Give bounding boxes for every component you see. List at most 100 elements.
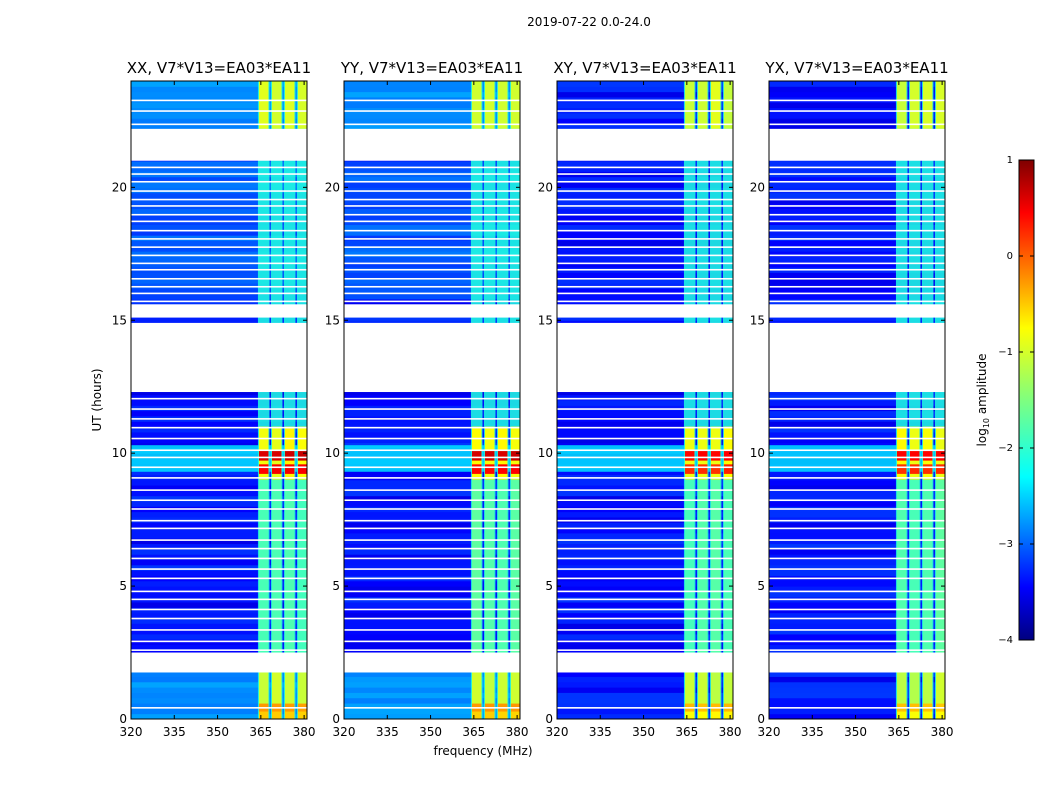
heatmap-row <box>131 213 307 220</box>
heatmap-row <box>131 479 307 486</box>
flag-line <box>131 707 307 709</box>
colorbar-label: log10 amplitude <box>975 354 991 447</box>
flag-line <box>769 539 945 541</box>
heatmap-row <box>344 559 520 566</box>
heatmap-row <box>131 86 307 93</box>
flag-line <box>344 557 520 560</box>
flag-line <box>557 166 733 169</box>
flag-line <box>344 519 520 522</box>
flag-line <box>344 477 520 479</box>
flag-line <box>557 285 733 288</box>
heatmap-row <box>769 112 945 119</box>
rfi-segment <box>935 81 945 129</box>
rfi-band <box>709 81 722 719</box>
hot-spot <box>896 464 907 474</box>
heatmap-row <box>557 394 733 401</box>
y-tick-label: 15 <box>538 313 553 327</box>
flag-line <box>769 123 945 126</box>
flag-line <box>557 408 733 410</box>
y-tick-label: 0 <box>332 712 340 726</box>
rfi-band <box>470 81 483 719</box>
hot-spot <box>935 464 945 474</box>
heatmap-row <box>557 495 733 502</box>
heatmap-row <box>557 421 733 428</box>
heatmap-row <box>131 197 307 204</box>
heatmap-row <box>344 490 520 497</box>
heatmap-row <box>769 277 945 284</box>
data-gap <box>131 304 307 318</box>
heatmap-row <box>131 240 307 247</box>
flag-line <box>769 110 945 112</box>
flag-line <box>557 268 733 271</box>
heatmap-row <box>131 671 307 677</box>
heatmap-row <box>557 617 733 624</box>
heatmap-row <box>131 400 307 406</box>
heatmap-row <box>344 692 520 699</box>
heatmap-row <box>131 559 307 566</box>
flag-line <box>344 254 520 257</box>
heatmap-row <box>557 256 733 263</box>
heatmap-row <box>769 283 945 289</box>
flag-line <box>557 277 733 280</box>
flag-line <box>557 547 733 550</box>
panel-title: XY, V7*V13=EA03*EA11 <box>553 59 736 77</box>
rfi-segment <box>297 81 307 129</box>
data-gap <box>557 304 733 318</box>
heatmap-row <box>344 580 520 587</box>
colorbar-tick-label: 0 <box>1007 251 1013 262</box>
x-tick-label: 320 <box>758 725 781 739</box>
flag-line <box>557 640 733 643</box>
flag-line <box>769 629 945 631</box>
hot-spot <box>922 451 933 461</box>
heatmap-row <box>131 277 307 284</box>
hot-spot <box>697 464 708 474</box>
flag-line <box>557 577 733 580</box>
flag-line <box>769 99 945 102</box>
rfi-segment <box>284 81 295 129</box>
hot-spot <box>909 464 920 474</box>
heatmap-row <box>557 676 733 683</box>
flag-line <box>131 629 307 631</box>
heatmap-row <box>557 703 733 709</box>
heatmap-row <box>131 469 307 475</box>
hot-spot <box>484 464 495 474</box>
y-tick-label: 5 <box>545 579 553 593</box>
hot-spot <box>471 464 482 474</box>
heatmap-row <box>344 166 520 172</box>
heatmap-row <box>557 240 733 247</box>
flag-line <box>557 213 733 216</box>
flag-line <box>131 268 307 271</box>
heatmap-row <box>769 91 945 98</box>
heatmap-row <box>769 224 945 231</box>
flag-line <box>769 173 945 175</box>
rfi-segment <box>258 81 269 129</box>
heatmap-row <box>557 192 733 199</box>
rfi-segment <box>710 479 721 653</box>
heatmap-row <box>557 602 733 608</box>
heatmap-row <box>131 394 307 401</box>
heatmap-row <box>344 102 520 109</box>
flag-line <box>131 539 307 541</box>
rfi-segment <box>497 479 508 653</box>
heatmap-row <box>131 410 307 417</box>
heatmap-row <box>557 548 733 555</box>
rfi-segment <box>935 672 945 719</box>
flag-line <box>557 477 733 479</box>
heatmap-row <box>344 676 520 683</box>
rfi-segment <box>922 479 933 653</box>
colorbar: 10−1−2−3−4 log10 amplitude <box>975 155 1035 646</box>
rfi-segment <box>909 81 920 129</box>
heatmap-row <box>344 182 520 188</box>
heatmap-row <box>344 570 520 576</box>
flag-line <box>557 590 733 593</box>
heatmap-row <box>769 192 945 199</box>
x-tick-label: 380 <box>293 725 316 739</box>
data-gap <box>557 128 733 161</box>
heatmap-row <box>557 538 733 545</box>
panel-frame <box>556 80 734 720</box>
flag-line <box>131 489 307 491</box>
rfi-segment <box>258 672 269 719</box>
heatmap-row <box>344 532 520 539</box>
flag-line <box>344 418 520 420</box>
flag-line <box>769 213 945 216</box>
